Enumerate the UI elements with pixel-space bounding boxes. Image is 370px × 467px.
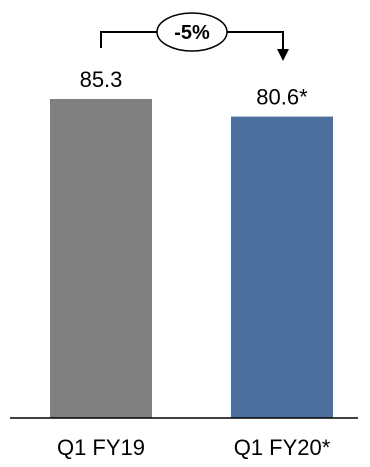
bracket-left-line [100,31,158,48]
category-label-2: Q1 FY20* [234,435,331,460]
bar-2 [231,116,333,419]
value-label-2: 80.6* [256,85,308,110]
change-annotation: -5% [100,12,289,61]
bars-group [50,99,333,419]
change-label: -5% [174,22,210,44]
bar-1 [50,99,152,418]
category-label-1: Q1 FY19 [57,435,145,460]
change-ellipse [156,12,228,52]
value-label-1: 85.3 [80,67,123,92]
labels-group: 85.3 Q1 FY19 80.6* Q1 FY20* [57,67,331,460]
bracket-right-line [226,31,284,50]
arrowhead-icon [277,49,289,61]
